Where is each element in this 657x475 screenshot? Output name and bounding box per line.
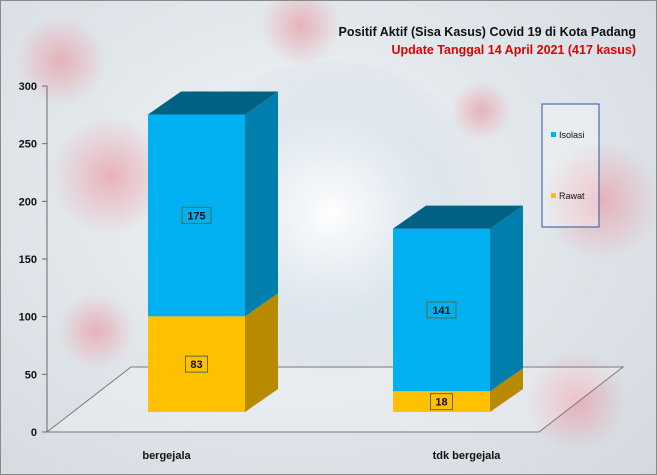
data-label-box — [426, 301, 457, 319]
y-axis: 0 50 100 150 200 250 300 — [19, 81, 48, 439]
legend: Isolasi Rawat — [541, 103, 600, 228]
virus-background-shape — [58, 293, 134, 369]
chart-floor — [45, 366, 625, 433]
data-label: 175 — [187, 210, 205, 222]
data-label-box — [185, 355, 208, 373]
y-tick-label: 0 — [31, 427, 37, 439]
y-tick-label: 150 — [19, 254, 37, 266]
virus-background-shape — [526, 351, 626, 451]
bar-segment-side — [490, 205, 523, 392]
data-label: 83 — [190, 359, 202, 371]
legend-swatch — [551, 132, 556, 137]
chart-title: Positif Aktif (Sisa Kasus) Covid 19 di K… — [338, 25, 636, 39]
legend-box — [541, 103, 600, 228]
bar-top-face — [393, 205, 523, 229]
category-label: bergejala — [142, 450, 191, 462]
y-tick-label: 100 — [19, 312, 37, 324]
data-label-box — [430, 393, 453, 411]
virus-background-shape — [451, 81, 511, 141]
virus-background-shape — [261, 1, 341, 66]
legend-swatch — [551, 193, 556, 198]
legend-label: Rawat — [559, 191, 585, 201]
data-label: 141 — [432, 305, 450, 317]
category-labels: bergejala tdk bergejala — [142, 450, 501, 462]
bars: 83 175 18 141 — [148, 91, 523, 412]
data-label: 18 — [435, 397, 447, 409]
virus-background-shape — [51, 116, 171, 236]
y-tick-label: 300 — [19, 81, 37, 93]
category-label: tdk bergejala — [433, 450, 502, 462]
bar-segment-side — [245, 91, 278, 317]
virus-background-shape — [16, 16, 106, 106]
y-tick-label: 250 — [19, 139, 37, 151]
chart-subtitle: Update Tanggal 14 April 2021 (417 kasus) — [391, 43, 636, 57]
legend-label: Isolasi — [559, 130, 585, 140]
data-label-box — [181, 206, 212, 224]
y-tick-label: 50 — [25, 369, 37, 381]
floor-plane — [45, 366, 625, 433]
bar-segment-side — [490, 368, 523, 412]
bar-top-face — [148, 91, 278, 115]
bar-segment-side — [245, 293, 278, 412]
y-tick-label: 200 — [19, 196, 37, 208]
